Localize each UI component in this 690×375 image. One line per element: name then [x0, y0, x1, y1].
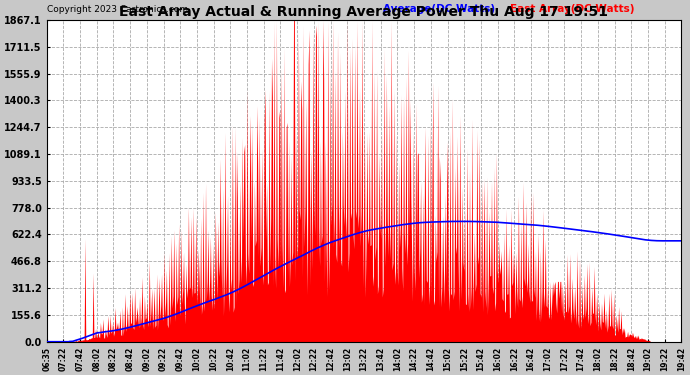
- Title: East Array Actual & Running Average Power Thu Aug 17 19:51: East Array Actual & Running Average Powe…: [119, 5, 609, 19]
- Text: East Array(DC Watts): East Array(DC Watts): [510, 3, 635, 13]
- Text: Copyright 2023 Cartronics.com: Copyright 2023 Cartronics.com: [47, 4, 188, 13]
- Text: Average(DC Watts): Average(DC Watts): [383, 3, 495, 13]
